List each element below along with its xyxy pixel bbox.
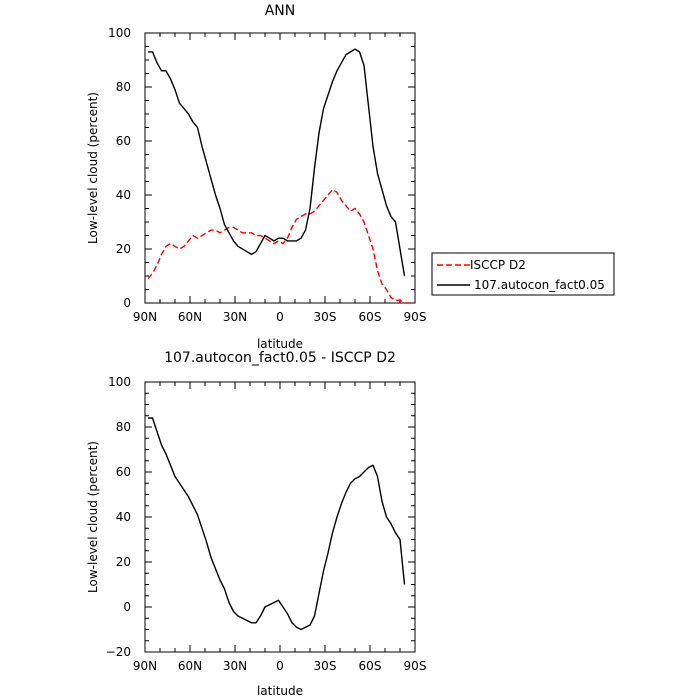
top-x-tick-label: 90S [404, 310, 427, 324]
bottom-series-line-difference [148, 417, 406, 631]
bottom-x-tick-label: 60N [178, 659, 202, 673]
bottom-plot-frame [144, 381, 416, 653]
top-y-tick-label: 80 [116, 80, 131, 94]
top-y-tick-label: 100 [108, 26, 131, 40]
bottom-x-tick-label: 90N [133, 659, 157, 673]
bottom-y-tick-label: −20 [106, 645, 131, 659]
top-panel: ANN latitude Low-level cloud (percent) 9… [86, 3, 426, 351]
top-series-line-isccp-d2 [147, 188, 414, 304]
top-y-axis-label: Low-level cloud (percent) [86, 92, 100, 244]
top-x-tick-label: 90N [133, 310, 157, 324]
top-y-tick-label: 40 [116, 188, 131, 202]
top-plot-frame [144, 32, 416, 304]
top-x-tick-label: 60S [359, 310, 382, 324]
bottom-panel: 107.autocon_fact0.05 - ISCCP D2 latitude… [86, 350, 426, 698]
bottom-y-tick-label: 60 [116, 465, 131, 479]
top-x-tick-label: 30S [314, 310, 337, 324]
bottom-x-tick-label: 60S [359, 659, 382, 673]
top-x-tick-label: 60N [178, 310, 202, 324]
top-series-line-107-autocon-fact0-05 [148, 48, 406, 277]
top-y-tick-label: 20 [116, 242, 131, 256]
bottom-chart-title: 107.autocon_fact0.05 - ISCCP D2 [164, 350, 396, 366]
bottom-y-tick-label: 20 [116, 555, 131, 569]
bottom-y-axis-label: Low-level cloud (percent) [86, 441, 100, 593]
legend-label-isccp: ISCCP D2 [470, 258, 526, 272]
top-x-tick-label: 0 [276, 310, 284, 324]
bottom-x-tick-label: 0 [276, 659, 284, 673]
bottom-x-tick-label: 30N [223, 659, 247, 673]
bottom-y-tick-label: 100 [108, 375, 131, 389]
top-y-tick-label: 60 [116, 134, 131, 148]
top-y-tick-label: 0 [123, 296, 131, 310]
legend-label-model: 107.autocon_fact0.05 [474, 278, 605, 292]
bottom-x-axis-label: latitude [257, 684, 303, 698]
top-x-tick-label: 30N [223, 310, 247, 324]
bottom-x-tick-label: 30S [314, 659, 337, 673]
bottom-y-tick-label: 80 [116, 420, 131, 434]
bottom-x-tick-label: 90S [404, 659, 427, 673]
bottom-y-tick-label: 0 [123, 600, 131, 614]
legend-box [431, 252, 615, 296]
legend: ISCCP D2 107.autocon_fact0.05 [431, 252, 615, 296]
bottom-y-tick-label: 40 [116, 510, 131, 524]
top-chart-title: ANN [265, 3, 296, 19]
top-x-axis-label: latitude [257, 337, 303, 351]
